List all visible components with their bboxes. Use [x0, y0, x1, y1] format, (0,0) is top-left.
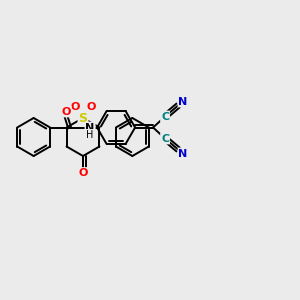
Text: O: O — [78, 168, 88, 178]
Text: N: N — [178, 97, 188, 106]
Text: N: N — [85, 122, 95, 133]
Text: O: O — [86, 102, 96, 112]
Text: C: C — [161, 112, 169, 122]
Text: N: N — [178, 148, 188, 158]
Text: C: C — [161, 134, 169, 143]
Text: S: S — [79, 112, 88, 124]
Text: H: H — [86, 130, 94, 140]
Text: O: O — [70, 102, 80, 112]
Text: O: O — [61, 106, 71, 116]
